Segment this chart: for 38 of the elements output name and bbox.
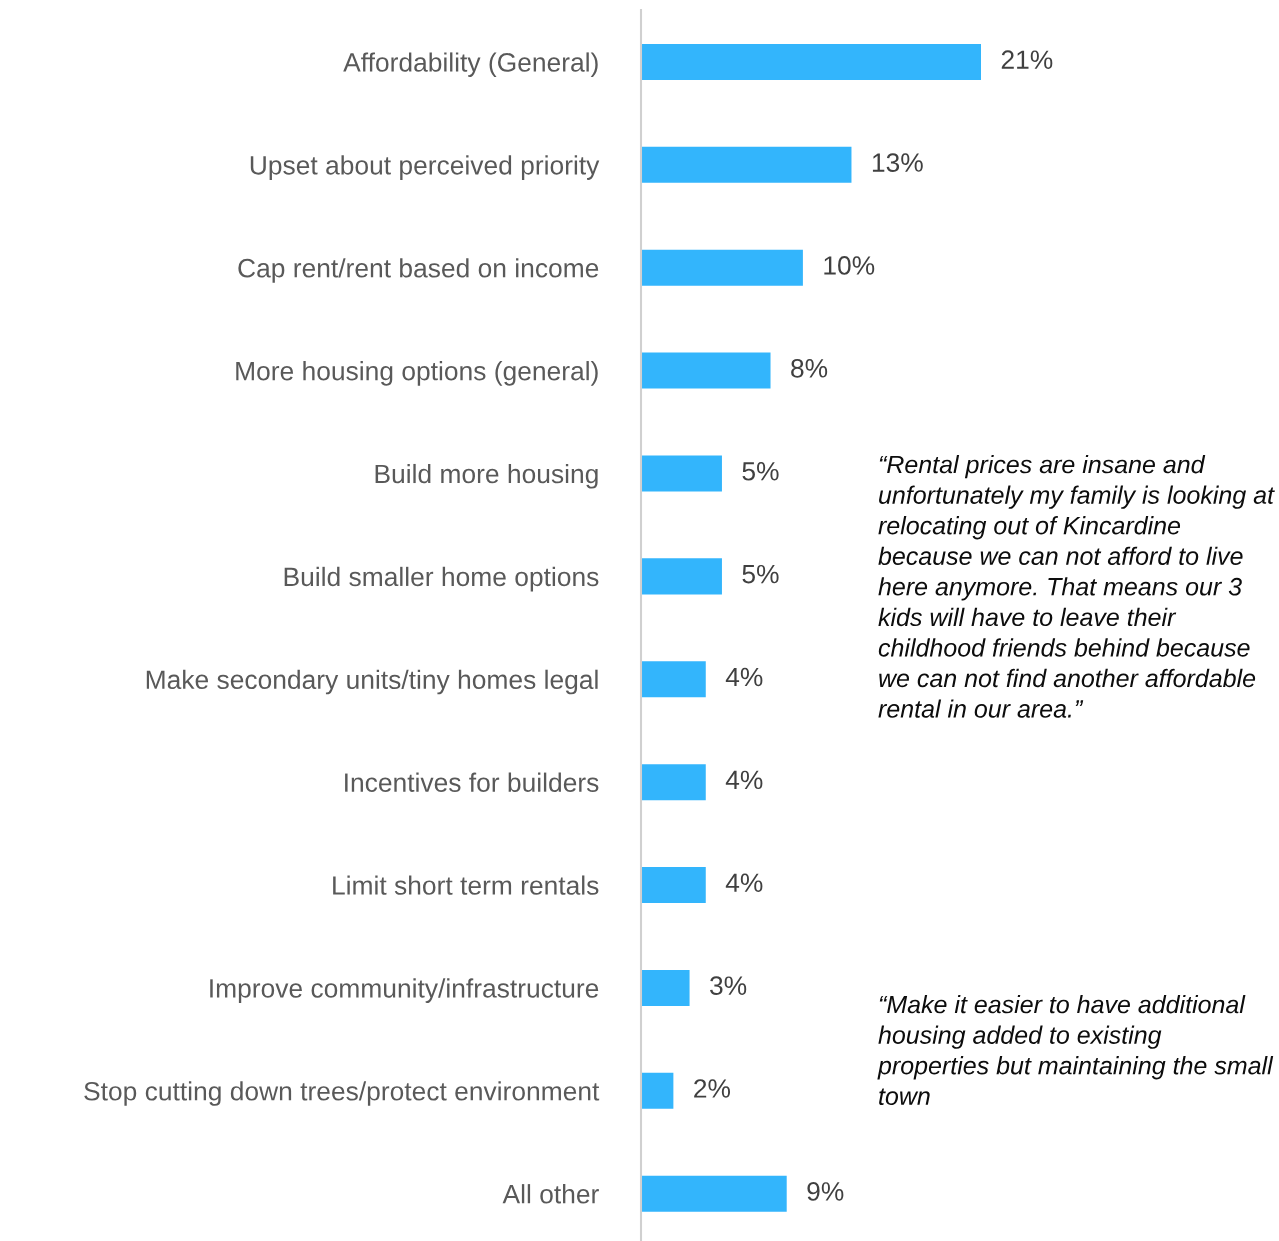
data-label: 13% [872,153,923,172]
data-label: 9% [807,1182,844,1201]
bar [641,867,706,904]
y-tick-label: Limit short term rentals [333,875,599,895]
data-label: 10% [824,256,875,275]
bar [641,661,706,698]
bar [641,1175,787,1212]
bar [641,969,690,1006]
data-label: 5% [742,462,779,481]
text: “Rental prices are insane and unfortunately my family is looking at relocating out of Kincardine because we can not afford to live here anymore. That means our 3 kids will have to leave their childhood friends behind because we can not find another affordable rental in our area.” [878,455,1275,718]
y-tick-label: Incentives for builders [345,772,599,792]
data-label: 3% [710,976,747,995]
bar [641,43,981,80]
bar [641,352,771,389]
y-tick-label: Build smaller home options [284,566,599,592]
y-tick-label: Improve community/infrastructure [210,978,599,1003]
bar [641,764,706,801]
bar [641,1072,674,1109]
y-tick-label: More housing options (general) [236,361,598,386]
data-label: 2% [694,1079,731,1098]
bar [641,249,803,286]
y-tick-label: All other [502,1184,599,1204]
bar [641,558,722,595]
y-tick-label: Stop cutting down trees/protect environment [84,1081,600,1106]
y-tick-label: Cap rent/rent based on income [238,258,599,283]
data-label: 8% [791,359,828,378]
data-label: 4% [725,667,763,687]
data-label: 4% [725,770,763,790]
data-label: 4% [725,873,763,892]
y-tick-label: Affordability (General) [343,52,598,77]
bar [641,455,722,492]
annotation: “Make it easier to have additional housing added to existing properties but maintaining the small town [877,995,1274,1106]
y-tick-label: Build more housing [375,463,598,489]
y-tick-label: Make secondary units/tiny homes legal [146,669,598,695]
y-tick-label: Upset about perceived priority [250,155,600,180]
bar [641,146,852,183]
data-label: 5% [742,564,779,584]
data-label: 21% [1001,50,1053,69]
